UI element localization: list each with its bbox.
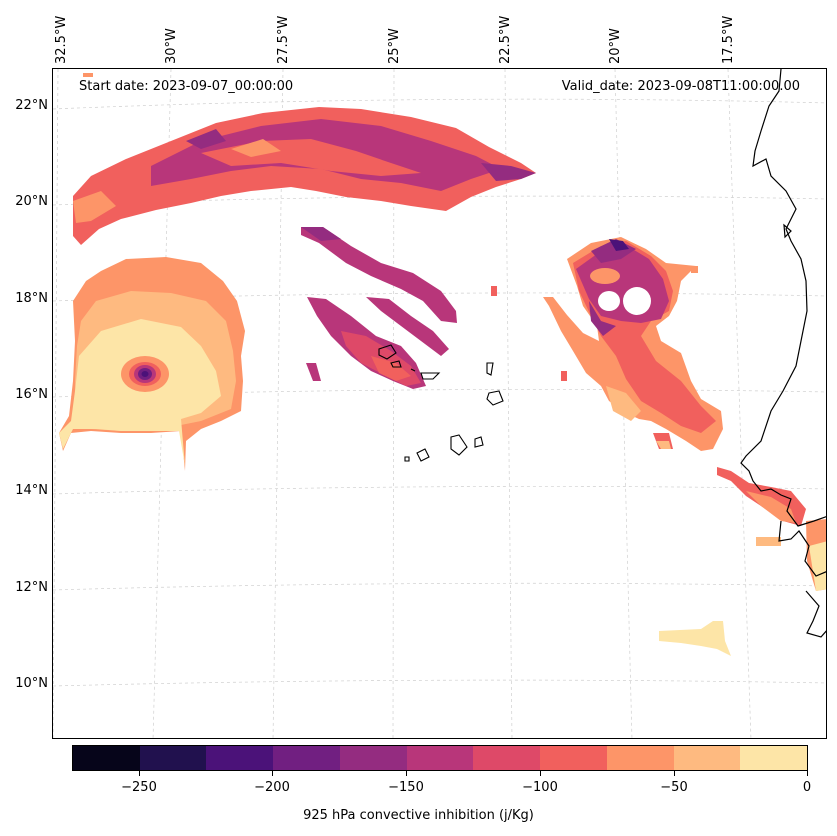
valid-date-label: Valid_date: 2023-09-08T11:00:00.00 (561, 79, 800, 94)
colorbar-tick-mark (139, 771, 140, 776)
lat-label-12n: 12°N (15, 580, 48, 595)
colorbar-segment (673, 746, 741, 770)
colorbar-tick-label: −250 (121, 780, 157, 795)
cape-verde-islands (378, 344, 504, 462)
cin-east-system (543, 237, 723, 451)
cin-north-band (73, 107, 536, 245)
cin-mid-bands (301, 227, 497, 389)
colorbar-segment (473, 746, 541, 770)
cin-field-map (53, 69, 826, 738)
colorbar-segment (406, 746, 474, 770)
colorbar-segment (206, 746, 274, 770)
lon-label-20w: 20°W (608, 28, 623, 64)
colorbar-label: 925 hPa convective inhibition (j/Kg) (303, 808, 534, 823)
lon-label-30w: 30°W (164, 28, 179, 64)
lon-label-17-5w: 17.5°W (721, 15, 736, 64)
lon-label-25w: 25°W (387, 28, 402, 64)
colorbar-tick-mark (406, 771, 407, 776)
lon-label-32-5w: 32.5°W (54, 15, 69, 64)
lat-label-16n: 16°N (15, 387, 48, 402)
colorbar-segment (540, 746, 607, 770)
colorbar-tick-label: −100 (522, 780, 558, 795)
cin-west-patch (59, 257, 245, 471)
colorbar-segment (339, 746, 407, 770)
cin-coastal-patches (83, 73, 826, 656)
colorbar-tick-mark (272, 771, 273, 776)
lon-label-22-5w: 22.5°W (498, 15, 513, 64)
coastline (740, 69, 826, 638)
colorbar-segment (606, 746, 674, 770)
colorbar-tick-label: 0 (802, 780, 812, 795)
map-panel: Start date: 2023-09-07_00:00:00 Valid_da… (52, 68, 827, 739)
colorbar-tick-mark (674, 771, 675, 776)
lat-label-18n: 18°N (15, 291, 48, 306)
colorbar-tick-label: −200 (254, 780, 290, 795)
colorbar-segment (273, 746, 340, 770)
colorbar-tick-label: −150 (388, 780, 424, 795)
colorbar-tick-label: −50 (660, 780, 688, 795)
lat-label-22n: 22°N (15, 98, 48, 113)
lat-label-10n: 10°N (15, 676, 48, 691)
start-date-label: Start date: 2023-09-07_00:00:00 (79, 79, 294, 94)
colorbar-segment (740, 746, 808, 770)
colorbar-segment (73, 746, 140, 770)
colorbar-segment (139, 746, 207, 770)
colorbar-tick-mark (807, 771, 808, 776)
lat-label-14n: 14°N (15, 483, 48, 498)
lon-label-27-5w: 27.5°W (276, 15, 291, 64)
colorbar (72, 745, 808, 771)
lat-label-20n: 20°N (15, 194, 48, 209)
colorbar-tick-mark (540, 771, 541, 776)
